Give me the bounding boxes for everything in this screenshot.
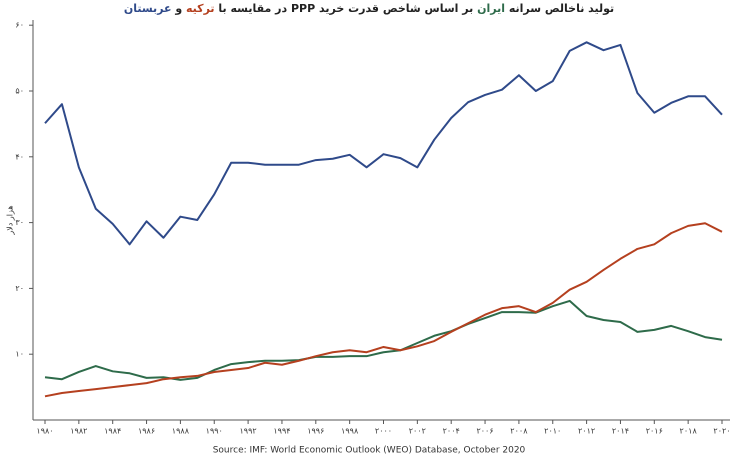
y-axis-label: هزار دلار <box>6 205 15 235</box>
x-tick-label: ۲۰۱۲ <box>578 427 595 436</box>
x-tick-label: ۱۹۹۰ <box>206 427 223 436</box>
x-tick-label: ۲۰۰۸ <box>510 427 528 436</box>
chart-title: تولید ناخالص سرانه ایران بر اساس شاخص قد… <box>0 2 738 15</box>
y-tick-label: ۲۰ <box>15 284 24 293</box>
title-part: ایران <box>477 2 505 15</box>
x-tick-label: ۱۹۸۲ <box>70 427 87 436</box>
x-tick-label: ۲۰۰۴ <box>443 427 460 436</box>
title-part: تولید ناخالص سرانه <box>505 2 615 15</box>
x-tick-label: ۲۰۰۶ <box>476 427 493 436</box>
x-tick-label: ۲۰۱۴ <box>612 427 629 436</box>
y-tick-label: ۵۰ <box>15 87 24 96</box>
y-tick-label: ۴۰ <box>15 152 24 161</box>
x-tick-label: ۲۰۱۶ <box>646 427 663 436</box>
series-line <box>44 222 723 398</box>
source: Source: IMF: World Economic Outlook (WEO… <box>213 446 526 456</box>
title-part: و <box>171 2 187 15</box>
x-tick-label: ۱۹۸۶ <box>138 427 155 436</box>
x-tick-label: ۱۹۸۰ <box>36 427 53 436</box>
y-tick-label: ۱۰ <box>15 350 24 359</box>
title-part: عربستان <box>123 2 172 15</box>
x-tick-label: ۲۰۲۰ <box>713 427 730 436</box>
y-tick-label: ۳۰ <box>15 218 24 227</box>
x-tick-label: ۲۰۰۰ <box>375 427 392 436</box>
x-tick-label: ۱۹۸۸ <box>172 427 190 436</box>
x-tick-label: ۲۰۰۲ <box>409 427 426 436</box>
y-tick-label: ۶۰ <box>15 21 24 30</box>
series-line <box>44 41 723 246</box>
x-tick-label: ۲۰۱۰ <box>544 427 561 436</box>
title-part: ترکیه <box>186 2 215 15</box>
x-tick-label: ۱۹۹۲ <box>240 427 257 436</box>
x-tick-label: ۲۰۱۸ <box>680 427 698 436</box>
x-tick-label: ۱۹۸۴ <box>104 427 121 436</box>
x-tick-label: ۱۹۹۸ <box>341 427 359 436</box>
series-line <box>44 299 723 381</box>
x-tick-label: ۱۹۹۶ <box>307 427 324 436</box>
title-part: بر اساس شاخص قدرت خرید PPP در مقایسه با <box>214 2 478 15</box>
x-tick-label: ۱۹۹۴ <box>273 427 290 436</box>
